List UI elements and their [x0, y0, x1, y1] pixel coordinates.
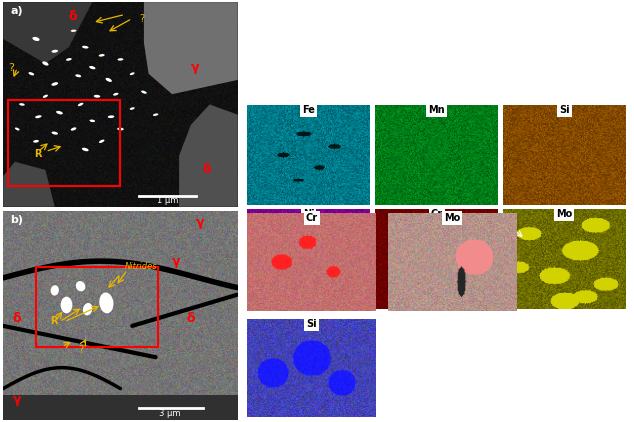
Ellipse shape [71, 30, 76, 32]
Text: γ: γ [172, 255, 181, 268]
Text: γ: γ [13, 393, 21, 406]
Text: ?: ? [510, 220, 515, 229]
Text: Mn: Mn [428, 105, 445, 115]
Ellipse shape [105, 78, 112, 82]
Ellipse shape [19, 103, 25, 106]
Polygon shape [3, 162, 55, 207]
Text: Cr: Cr [306, 213, 318, 223]
Text: δ: δ [13, 312, 21, 325]
Ellipse shape [100, 292, 113, 313]
Text: δ: δ [202, 163, 211, 176]
Ellipse shape [117, 127, 124, 130]
Text: a): a) [10, 6, 23, 16]
Ellipse shape [153, 114, 158, 116]
Ellipse shape [56, 111, 63, 114]
Ellipse shape [89, 119, 95, 122]
Text: Mo: Mo [556, 209, 573, 219]
Text: ?: ? [78, 345, 83, 355]
Ellipse shape [42, 62, 49, 65]
Text: b): b) [10, 215, 23, 225]
Polygon shape [179, 104, 238, 207]
Ellipse shape [15, 127, 20, 130]
Ellipse shape [32, 37, 39, 41]
Text: Fe: Fe [302, 105, 315, 115]
Text: 3 μm: 3 μm [159, 409, 181, 418]
Text: δ: δ [186, 312, 195, 325]
Ellipse shape [43, 95, 48, 98]
Polygon shape [3, 2, 93, 63]
Ellipse shape [117, 58, 124, 61]
Ellipse shape [66, 58, 72, 61]
Text: 1 μm: 1 μm [157, 196, 178, 205]
Ellipse shape [82, 46, 89, 49]
Text: Si: Si [306, 319, 317, 329]
Text: R: R [34, 149, 41, 159]
Bar [8, 100, 120, 186]
Ellipse shape [76, 281, 86, 291]
Ellipse shape [78, 103, 83, 106]
Ellipse shape [113, 93, 119, 96]
Ellipse shape [99, 54, 105, 57]
Ellipse shape [51, 285, 59, 295]
Text: Si: Si [559, 105, 570, 115]
Ellipse shape [51, 132, 58, 135]
Polygon shape [3, 395, 238, 420]
Text: ?: ? [139, 14, 145, 24]
Ellipse shape [130, 72, 134, 75]
Ellipse shape [141, 91, 146, 94]
Ellipse shape [75, 74, 81, 77]
Text: Ni: Ni [303, 209, 314, 219]
Text: δ: δ [69, 10, 77, 23]
Text: Cr: Cr [430, 209, 443, 219]
Ellipse shape [108, 115, 114, 118]
Ellipse shape [89, 66, 96, 69]
Ellipse shape [33, 140, 39, 143]
Ellipse shape [94, 95, 100, 98]
Ellipse shape [29, 72, 34, 76]
Ellipse shape [71, 127, 76, 131]
Polygon shape [144, 2, 238, 94]
Ellipse shape [99, 140, 105, 143]
Text: γ: γ [191, 61, 199, 74]
Ellipse shape [51, 50, 58, 53]
Text: γ: γ [195, 216, 204, 229]
Ellipse shape [51, 82, 58, 86]
Ellipse shape [83, 303, 93, 315]
Text: ?: ? [8, 62, 14, 73]
Bar [36, 268, 158, 347]
Text: R: R [50, 316, 58, 326]
Ellipse shape [61, 297, 72, 314]
Ellipse shape [35, 115, 42, 118]
Text: Nitrides: Nitrides [125, 262, 158, 271]
Text: Mo: Mo [444, 213, 460, 223]
Ellipse shape [82, 148, 89, 151]
Ellipse shape [130, 107, 134, 110]
